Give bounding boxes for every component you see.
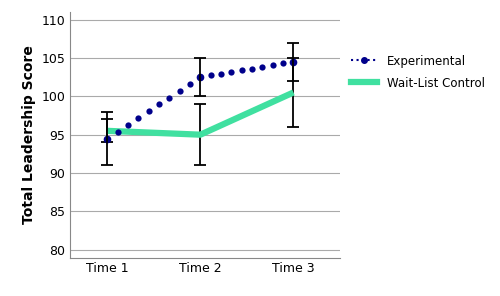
Y-axis label: Total Leadership Score: Total Leadership Score: [22, 45, 36, 224]
Legend: Experimental, Wait-List Control: Experimental, Wait-List Control: [352, 54, 484, 90]
